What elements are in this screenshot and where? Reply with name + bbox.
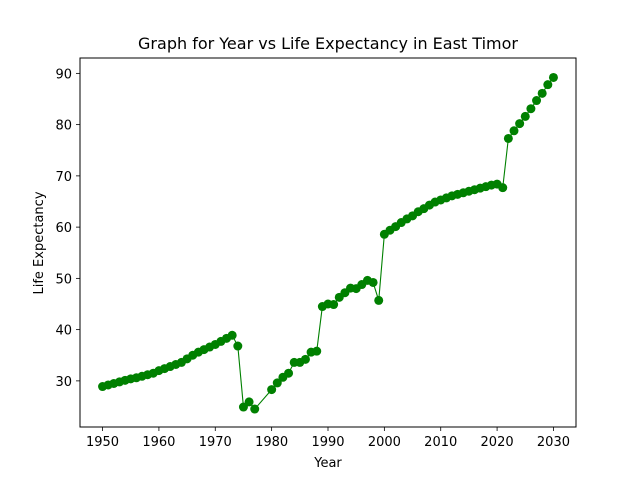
y-tick-label: 80	[55, 119, 72, 134]
data-point	[509, 126, 519, 136]
data-point	[532, 96, 542, 106]
data-point	[329, 300, 339, 310]
x-tick-label: 1960	[142, 435, 175, 450]
x-tick-label: 2000	[368, 435, 401, 450]
data-point	[300, 354, 310, 364]
series-layer	[98, 72, 558, 414]
x-tick-label: 2010	[424, 435, 457, 450]
y-tick-label: 40	[55, 324, 72, 339]
data-point	[284, 368, 294, 378]
x-tick-label: 1980	[255, 435, 288, 450]
y-tick-label: 70	[55, 170, 72, 185]
y-tick-label: 90	[55, 67, 72, 82]
data-point	[543, 80, 553, 90]
x-tick-label: 1970	[199, 435, 232, 450]
data-point	[498, 183, 508, 193]
data-point	[526, 104, 536, 114]
data-point	[244, 397, 254, 407]
y-axis-label: Life Expectancy	[32, 191, 47, 294]
data-point	[537, 88, 547, 98]
x-tick-label: 1990	[311, 435, 344, 450]
data-point	[368, 277, 378, 287]
data-point	[374, 295, 384, 305]
x-axis-label: Year	[313, 456, 342, 471]
plot-area	[79, 57, 577, 428]
x-axis: 1950 1960 1970 1980 1990 2000 2010 2020 2030	[86, 427, 570, 450]
x-tick-label: 2030	[537, 435, 570, 450]
y-tick-label: 60	[55, 221, 72, 236]
x-tick-label: 2020	[481, 435, 514, 450]
data-point	[503, 133, 513, 143]
data-point	[233, 341, 243, 351]
data-point	[227, 330, 237, 340]
data-point	[250, 404, 260, 414]
x-tick-label: 1950	[86, 435, 119, 450]
y-tick-label: 30	[55, 375, 72, 390]
chart-title: Graph for Year vs Life Expectancy in Eas…	[138, 34, 518, 53]
data-point	[272, 378, 282, 388]
y-tick-label: 50	[55, 272, 72, 287]
data-point	[515, 119, 525, 129]
y-axis: 30 40 50 60 70 80 90	[55, 67, 80, 390]
data-point	[520, 111, 530, 121]
data-point	[312, 346, 322, 356]
data-point	[548, 72, 558, 82]
data-point	[267, 385, 277, 395]
